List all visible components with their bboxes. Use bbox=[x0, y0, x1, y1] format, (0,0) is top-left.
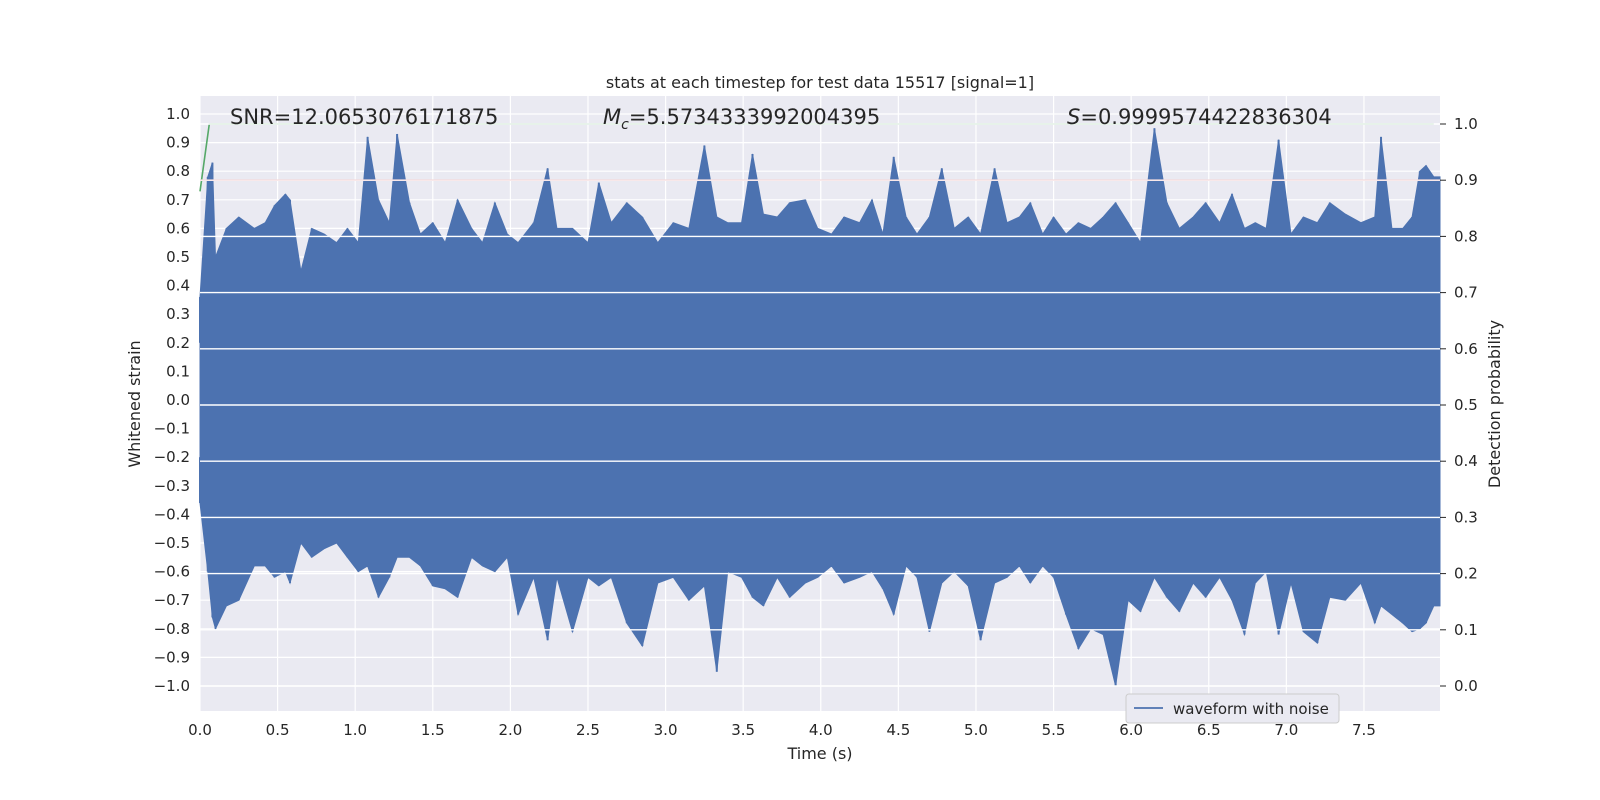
y-tick-label: −1.0 bbox=[154, 677, 190, 695]
x-tick-label: 6.5 bbox=[1197, 721, 1221, 739]
x-tick-label: 7.5 bbox=[1352, 721, 1376, 739]
right-y-tick-label: 0.5 bbox=[1454, 396, 1478, 414]
s-symbol: S bbox=[1067, 105, 1080, 129]
y-tick-label: 0.7 bbox=[166, 191, 190, 209]
x-tick-label: 5.0 bbox=[964, 721, 988, 739]
y-tick-label: −0.4 bbox=[154, 505, 190, 523]
y-tick-label: 0.6 bbox=[166, 219, 190, 237]
y-tick-label: 0.0 bbox=[166, 391, 190, 409]
chirp-mass-annotation: Mc=5.5734333992004395 bbox=[603, 105, 880, 133]
right-y-tick-label: 0.4 bbox=[1454, 452, 1478, 470]
legend-label: waveform with noise bbox=[1173, 700, 1329, 718]
right-y-tick-label: 0.6 bbox=[1454, 340, 1478, 358]
y-tick-label: −0.9 bbox=[154, 648, 190, 666]
x-tick-label: 6.0 bbox=[1119, 721, 1143, 739]
x-tick-label: 5.5 bbox=[1042, 721, 1066, 739]
y-axis-ticks: 1.0 0.9 0.8 0.7 0.6 0.5 0.4 0.3 0.2 0.1 0.0 −0.1 −0.… bbox=[154, 105, 190, 695]
y-tick-label: 0.8 bbox=[166, 162, 190, 180]
y-axis-label: Whitened strain bbox=[125, 340, 144, 467]
right-y-tick-label: 0.0 bbox=[1454, 677, 1478, 695]
x-tick-label: 2.5 bbox=[576, 721, 600, 739]
y-tick-label: −0.3 bbox=[154, 477, 190, 495]
right-y-tick-label: 0.2 bbox=[1454, 565, 1478, 583]
x-tick-label: 1.5 bbox=[421, 721, 445, 739]
x-tick-label: 3.0 bbox=[654, 721, 678, 739]
x-tick-label: 1.0 bbox=[343, 721, 367, 739]
y-tick-label: 1.0 bbox=[166, 105, 190, 123]
y-tick-label: −0.5 bbox=[154, 534, 190, 552]
x-axis-label: Time (s) bbox=[786, 744, 852, 763]
x-tick-label: 7.0 bbox=[1274, 721, 1298, 739]
right-y-tick-label: 1.0 bbox=[1454, 115, 1478, 133]
right-y-tick-label: 0.3 bbox=[1454, 508, 1478, 526]
s-annotation: S=0.9999574422836304 bbox=[1067, 105, 1332, 129]
right-y-tick-label: 0.9 bbox=[1454, 171, 1478, 189]
right-y-axis-label: Detection probability bbox=[1485, 320, 1504, 488]
horizontal-grid-overlay bbox=[200, 123, 1440, 687]
y-tick-label: −0.2 bbox=[154, 448, 190, 466]
y-tick-label: 0.3 bbox=[166, 305, 190, 323]
y-tick-label: −0.1 bbox=[154, 420, 190, 438]
y-tick-label: −0.8 bbox=[154, 620, 190, 638]
y-tick-label: 0.1 bbox=[166, 362, 190, 380]
y-tick-label: 0.2 bbox=[166, 334, 190, 352]
right-y-tick-label: 0.7 bbox=[1454, 284, 1478, 302]
x-axis-ticks: 0.0 0.5 1.0 1.5 2.0 2.5 3.0 3.5 4.0 4.5 5.0 5.5 6.0 6… bbox=[188, 721, 1376, 739]
waveform-with-noise-series bbox=[199, 128, 1441, 687]
y-tick-label: 0.4 bbox=[166, 277, 190, 295]
right-y-axis-ticks: 1.0 0.9 0.8 0.7 0.6 0.5 0.4 0.3 0.2 0.1 0.0 bbox=[1440, 115, 1478, 695]
chart-title: stats at each timestep for test data 155… bbox=[606, 73, 1034, 92]
snr-annotation: SNR=12.0653076171875 bbox=[230, 105, 498, 129]
x-tick-label: 2.0 bbox=[498, 721, 522, 739]
x-tick-label: 0.5 bbox=[266, 721, 290, 739]
x-tick-label: 0.0 bbox=[188, 721, 212, 739]
s-value: =0.9999574422836304 bbox=[1080, 105, 1331, 129]
right-y-tick-label: 0.1 bbox=[1454, 621, 1478, 639]
chirp-mass-subscript: c bbox=[621, 117, 629, 133]
x-tick-label: 3.5 bbox=[731, 721, 755, 739]
chirp-mass-symbol: M bbox=[603, 105, 621, 129]
right-y-tick-label: 0.8 bbox=[1454, 227, 1478, 245]
legend: waveform with noise bbox=[1125, 693, 1340, 724]
x-tick-label: 4.5 bbox=[886, 721, 910, 739]
y-tick-label: 0.9 bbox=[166, 134, 190, 152]
y-tick-label: 0.5 bbox=[166, 248, 190, 266]
y-tick-label: −0.6 bbox=[154, 563, 190, 581]
legend-box bbox=[1125, 693, 1340, 724]
y-tick-label: −0.7 bbox=[154, 591, 190, 609]
x-tick-label: 4.0 bbox=[809, 721, 833, 739]
chirp-mass-value: =5.5734333992004395 bbox=[629, 105, 880, 129]
